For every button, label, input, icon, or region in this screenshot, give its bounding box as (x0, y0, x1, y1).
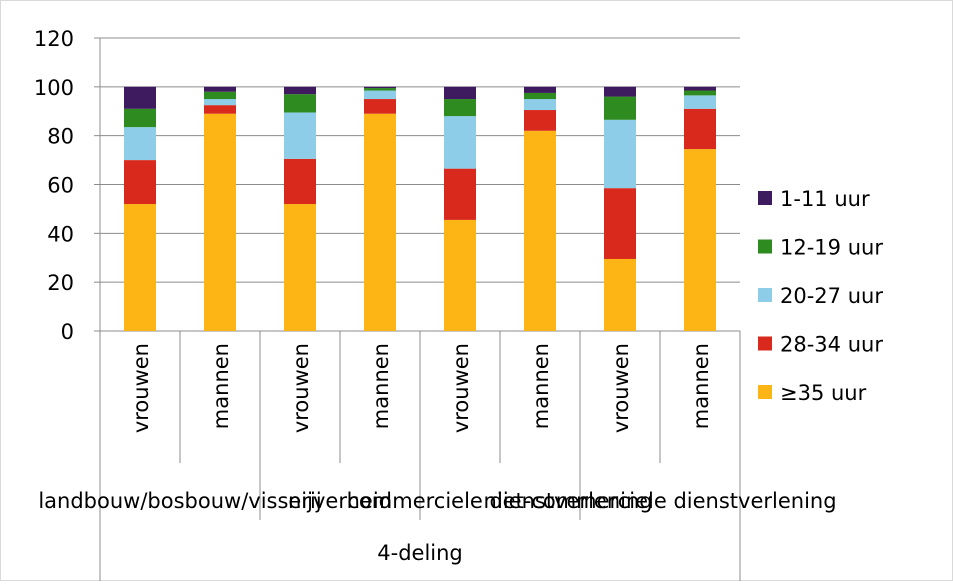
y-tick-label: 0 (61, 320, 74, 344)
bar-segment (204, 99, 236, 106)
group-label: landbouw/bosbouw/visserij (38, 489, 321, 513)
y-tick-label: 20 (47, 271, 74, 295)
bar-segment (364, 99, 396, 114)
y-tick-label: 40 (47, 222, 74, 246)
legend-label: 20-27 uur (780, 284, 883, 308)
bar-segment (604, 96, 636, 120)
legend-label: 1-11 uur (780, 187, 870, 211)
category-label: vrouwen (449, 343, 473, 433)
legend-label: 28-34 uur (780, 333, 883, 357)
bar-segment (284, 86, 316, 95)
bar-segment (444, 116, 476, 169)
bar-segment (444, 99, 476, 117)
category-label: vrouwen (129, 343, 153, 433)
legend-swatch (758, 191, 772, 205)
bar-segment (604, 119, 636, 189)
y-tick-label: 100 (34, 76, 74, 100)
legend-label: ≥35 uur (780, 381, 867, 405)
group-label: commerciele dienstverlening (347, 489, 652, 513)
group-label: niet-commerciele dienstverlening (483, 489, 836, 513)
legend-label: 12-19 uur (780, 236, 883, 260)
bar-segment (284, 94, 316, 113)
category-label: vrouwen (289, 343, 313, 433)
y-tick-label: 60 (47, 174, 74, 198)
bar-segment (364, 88, 396, 91)
category-label: mannen (689, 343, 713, 429)
super-group-label: 4-deling (377, 541, 463, 565)
legend-swatch (758, 239, 772, 254)
bar-segment (684, 86, 716, 91)
category-label: vrouwen (609, 343, 633, 433)
y-tick-label: 80 (47, 125, 74, 149)
bar-segment (284, 204, 316, 331)
bar-segment (444, 86, 476, 100)
bar-segment (604, 258, 636, 331)
bar-segment (604, 86, 636, 97)
bar-segment (204, 105, 236, 114)
bar-segment (524, 99, 556, 111)
bar-segment (124, 108, 156, 128)
bar-segment (284, 158, 316, 205)
bar-segment (204, 86, 236, 92)
y-tick-label: 120 (34, 27, 74, 51)
bar-segment (364, 113, 396, 331)
bar-segment (364, 86, 396, 89)
category-label: mannen (529, 343, 553, 429)
bar-segment (284, 112, 316, 159)
category-label: mannen (209, 343, 233, 429)
bar-segment (684, 149, 716, 331)
bar-segment (124, 204, 156, 331)
bar-segment (524, 110, 556, 131)
category-label: mannen (369, 343, 393, 429)
bar-segment (124, 86, 156, 109)
bar-segment (204, 91, 236, 100)
bar-segment (684, 95, 716, 109)
bar-segment (204, 113, 236, 331)
bar-segment (604, 188, 636, 259)
legend-swatch (758, 336, 772, 351)
legend-swatch (758, 288, 772, 302)
bar-segment (684, 90, 716, 96)
bar-segment (524, 130, 556, 331)
bar-segment (524, 92, 556, 100)
bar-segment (124, 127, 156, 161)
bar-segment (524, 86, 556, 93)
group-label: nijverheid (288, 489, 392, 513)
bar-segment (684, 108, 716, 150)
bar-segment (444, 219, 476, 331)
bar-segment (444, 168, 476, 220)
bar-segment (364, 90, 396, 100)
legend-swatch (758, 385, 772, 399)
bar-segment (124, 160, 156, 205)
